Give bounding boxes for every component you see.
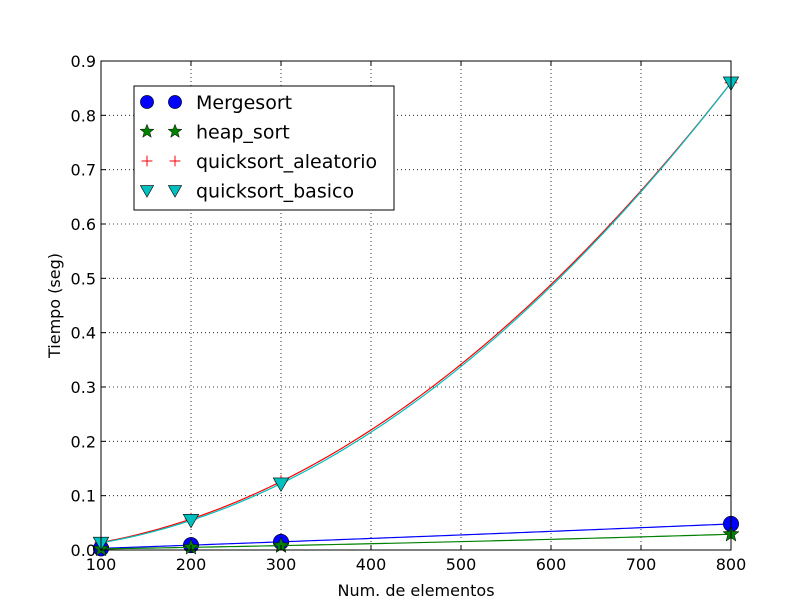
y-tick-label: 0.7 [71, 161, 96, 180]
legend-entry: quicksort_aleatorio [141, 151, 377, 173]
x-tick-label: 200 [176, 555, 207, 574]
y-tick-label: 0.8 [71, 106, 96, 125]
axis-ticks: 100 200 300 400 500 600 700 800 0.0 0.1 0.2 0.3 0.4 0… [71, 52, 747, 574]
legend-marker [167, 123, 183, 138]
plot-frame [100, 60, 732, 551]
legend-entry: quicksort_basico [139, 181, 354, 203]
y-tick-label: 0.5 [71, 269, 96, 288]
legend-label: quicksort_basico [196, 181, 354, 203]
legend: Mergesort heap_sort quicksort_aleatorioqui… [133, 85, 395, 211]
legend-entry: Mergesort [140, 92, 292, 114]
x-tick-label: 500 [446, 555, 477, 574]
y-tick-label: 0.9 [71, 52, 96, 71]
legend-marker [169, 155, 181, 167]
x-tick-label: 400 [356, 555, 387, 574]
legend-marker [139, 123, 155, 138]
y-axis-label: Tiempo (seg) [45, 253, 64, 359]
y-tick-label: 0.2 [71, 432, 96, 451]
y-tick-label: 0.0 [71, 541, 96, 560]
legend-label: Mergesort [196, 92, 292, 114]
x-tick-label: 100 [86, 555, 117, 574]
x-tick-label: 700 [626, 555, 657, 574]
series-line [100, 523, 732, 549]
legend-marker [139, 185, 155, 198]
legend-entry: heap_sort [139, 122, 290, 144]
x-tick-label: 600 [536, 555, 567, 574]
x-tick-label: 300 [266, 555, 297, 574]
legend-marker [141, 155, 153, 167]
x-tick-label: 800 [716, 555, 747, 574]
y-tick-label: 0.1 [71, 487, 96, 506]
legend-marker [140, 95, 154, 109]
y-tick-label: 0.3 [71, 378, 96, 397]
series-line [100, 82, 732, 544]
legend-marker [168, 95, 182, 109]
y-tick-label: 0.4 [71, 324, 96, 343]
legend-label: quicksort_aleatorio [196, 151, 377, 173]
data-point [272, 477, 290, 493]
series-line [100, 533, 732, 550]
data-point [182, 514, 200, 529]
series-line [100, 82, 732, 543]
legend-marker [167, 185, 183, 198]
x-axis-label: Num. de elementos [337, 581, 494, 600]
y-tick-label: 0.6 [71, 215, 96, 234]
legend-label: heap_sort [196, 122, 290, 144]
